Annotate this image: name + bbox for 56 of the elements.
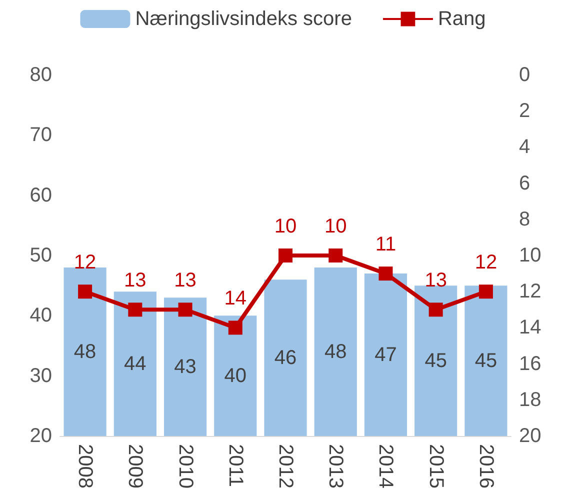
data-label: 10 (324, 216, 347, 238)
x-tick-label: 2010 (174, 444, 196, 488)
data-label: 10 (274, 216, 297, 238)
point (428, 302, 443, 317)
x-tick-label: 2011 (224, 444, 246, 488)
y-tick-label: 30 (30, 364, 52, 387)
y2-tick-label: 16 (519, 352, 542, 375)
data-label: 13 (174, 270, 196, 292)
y2-tick-label: 12 (519, 280, 542, 303)
data-label: 13 (424, 270, 447, 292)
y-tick-label: 80 (30, 64, 52, 86)
y-tick-label: 40 (30, 304, 52, 327)
data-label: 14 (224, 288, 247, 310)
legend-label: Næringslivsindeks score (135, 8, 352, 30)
y-tick-label: 20 (30, 425, 52, 447)
data-label: 45 (474, 350, 498, 372)
point (178, 302, 192, 317)
point (128, 302, 142, 317)
data-label: 12 (474, 252, 498, 274)
data-label: 46 (274, 346, 297, 369)
x-tick-label: 2008 (74, 444, 96, 488)
y2-tick-label: 14 (519, 316, 542, 339)
point (78, 284, 92, 299)
data-label: 12 (74, 252, 96, 274)
x-tick-label: 2013 (324, 444, 347, 488)
x-tick-label: 2015 (424, 444, 447, 488)
y2-tick-label: 18 (519, 388, 542, 411)
y-tick-label: 70 (30, 124, 52, 146)
y-tick-label: 60 (30, 184, 52, 206)
data-label: 43 (174, 356, 196, 378)
y-tick-label: 50 (30, 244, 52, 266)
x-tick-label: 2012 (274, 444, 296, 488)
data-label: 48 (324, 340, 347, 363)
y2-tick-label: 0 (519, 64, 530, 86)
x-tick-label: 2016 (474, 444, 497, 488)
data-label: 48 (74, 340, 96, 363)
data-label: 44 (124, 352, 146, 375)
point (378, 266, 393, 281)
point (278, 248, 292, 262)
data-label: 45 (424, 350, 447, 372)
data-label: 40 (224, 364, 247, 387)
data-label: 47 (374, 344, 397, 366)
point (228, 320, 242, 335)
y2-tick-label: 4 (519, 136, 530, 158)
legend-label: Rang (438, 8, 486, 30)
point (328, 248, 343, 262)
y2-tick-label: 2 (519, 100, 530, 122)
x-tick-label: 2014 (374, 444, 397, 488)
y2-tick-label: 10 (519, 244, 542, 266)
y2-tick-label: 20 (519, 425, 542, 447)
data-label: 11 (375, 234, 396, 256)
y2-tick-label: 8 (519, 208, 530, 230)
x-tick-label: 2009 (124, 444, 146, 488)
point (478, 284, 493, 299)
data-label: 13 (124, 270, 146, 292)
y2-tick-label: 6 (519, 172, 530, 194)
